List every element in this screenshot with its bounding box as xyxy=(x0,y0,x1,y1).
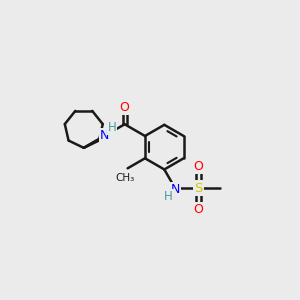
Text: N: N xyxy=(170,183,180,196)
Text: H: H xyxy=(108,121,116,134)
Text: CH₃: CH₃ xyxy=(116,173,135,184)
Text: O: O xyxy=(194,203,203,216)
Text: S: S xyxy=(194,182,203,194)
Text: O: O xyxy=(120,101,130,114)
Text: N: N xyxy=(100,129,110,142)
Text: O: O xyxy=(194,160,203,173)
Text: H: H xyxy=(164,190,173,202)
